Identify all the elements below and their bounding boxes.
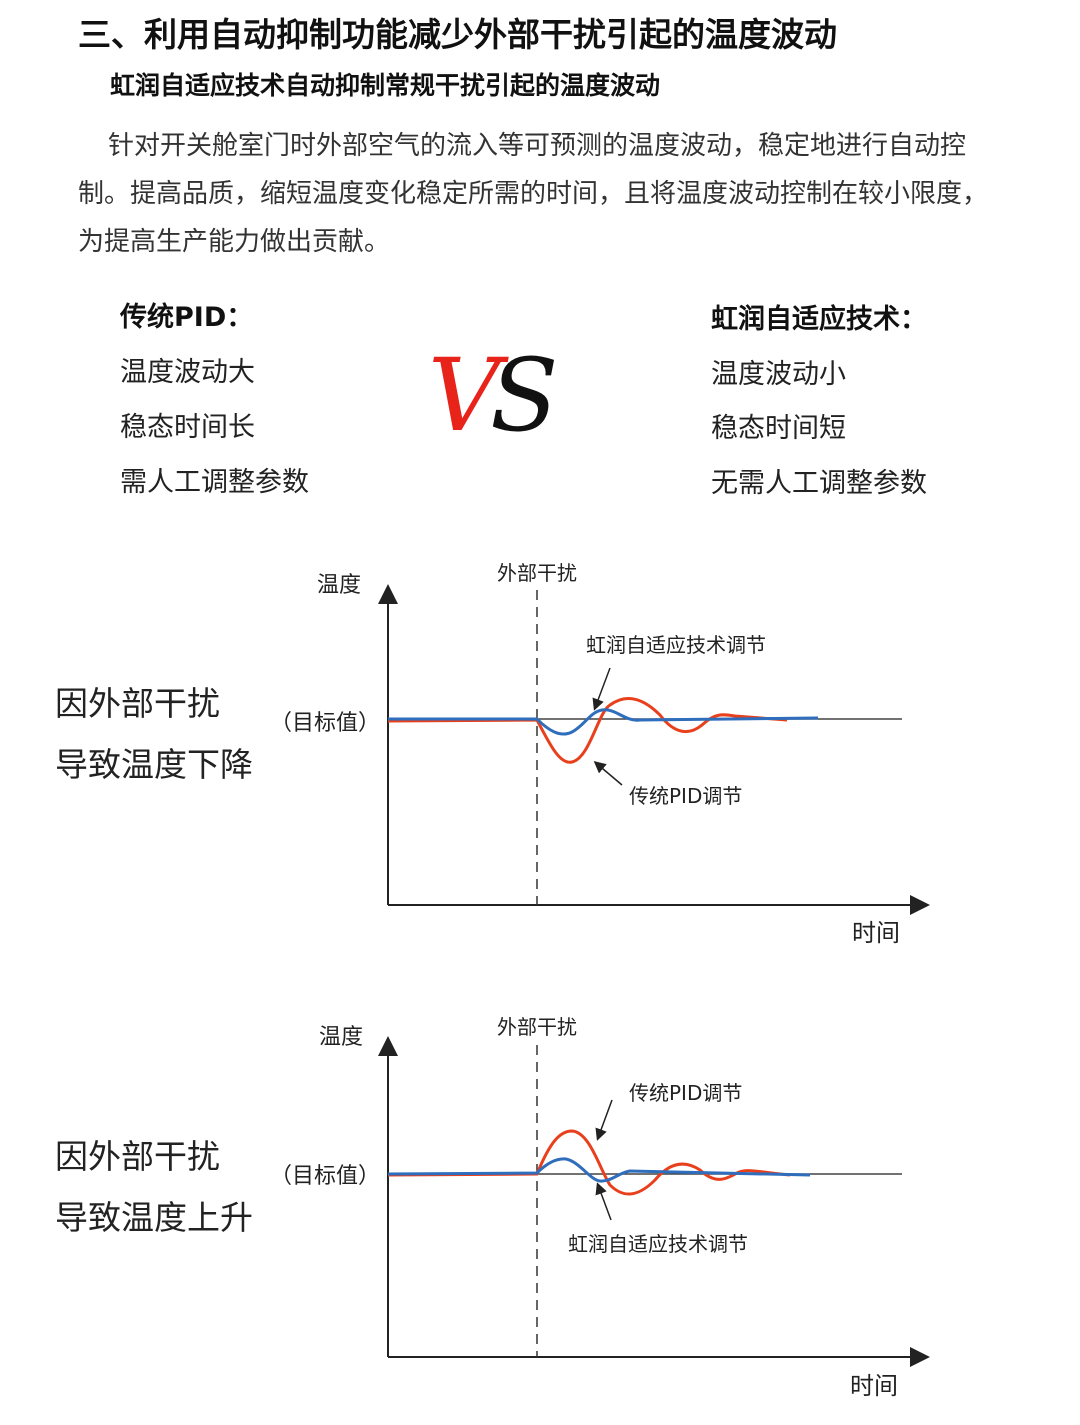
description-paragraph: 针对开关舱室门时外部空气的流入等可预测的温度波动，稳定地进行自动控制。提高品质，…	[78, 131, 989, 257]
y-axis-label: 温度	[319, 1025, 364, 1050]
section-subheading: 虹润自适应技术自动抑制常规干扰引起的温度波动	[110, 71, 661, 100]
adaptive-item: 无需人工调整参数	[711, 468, 927, 499]
diagram1-caption: 因外部干扰	[55, 684, 220, 723]
diagram-temperature-rise	[378, 1036, 930, 1367]
vs-letter-s: S	[490, 337, 559, 454]
pid-curve	[387, 697, 788, 764]
diagram-temperature-drop	[378, 584, 930, 915]
pid-curve	[387, 1129, 791, 1196]
adaptive-curve	[388, 708, 819, 736]
disturbance-label: 外部干扰	[497, 561, 577, 585]
diagram2-caption: 因外部干扰	[55, 1137, 220, 1176]
pid-title: 传统PID：	[120, 302, 254, 333]
adaptive-title: 虹润自适应技术：	[711, 304, 927, 335]
adaptive-label: 虹润自适应技术调节	[586, 633, 766, 657]
vs-logo: V S	[428, 337, 559, 454]
x-axis-label: 时间	[852, 919, 900, 947]
y-axis-label: 温度	[317, 573, 362, 598]
diagram1-caption: 导致温度下降	[55, 745, 253, 784]
vs-letter-v: V	[428, 337, 509, 454]
adaptive-item: 稳态时间短	[711, 413, 846, 444]
disturbance-label: 外部干扰	[497, 1015, 577, 1039]
pid-item: 稳态时间长	[120, 412, 255, 443]
pid-item: 需人工调整参数	[120, 467, 309, 498]
section-heading: 三、利用自动抑制功能减少外部干扰引起的温度波动	[78, 15, 837, 54]
setpoint-label: （目标值）	[270, 711, 381, 736]
pid-label: 传统PID调节	[629, 1081, 743, 1105]
adaptive-item: 温度波动小	[711, 359, 846, 390]
pid-label: 传统PID调节	[629, 784, 743, 808]
diagram2-caption: 导致温度上升	[55, 1198, 253, 1237]
pid-pointer-arrow	[593, 761, 623, 786]
adaptive-curve	[387, 1157, 811, 1183]
pid-item: 温度波动大	[120, 357, 255, 388]
adaptive-pointer-arrow	[595, 1182, 612, 1221]
pid-pointer-arrow	[595, 1099, 613, 1141]
adaptive-label: 虹润自适应技术调节	[568, 1232, 748, 1256]
x-axis-label: 时间	[850, 1372, 898, 1400]
adaptive-pointer-arrow	[592, 667, 611, 711]
setpoint-label: （目标值）	[270, 1164, 381, 1189]
